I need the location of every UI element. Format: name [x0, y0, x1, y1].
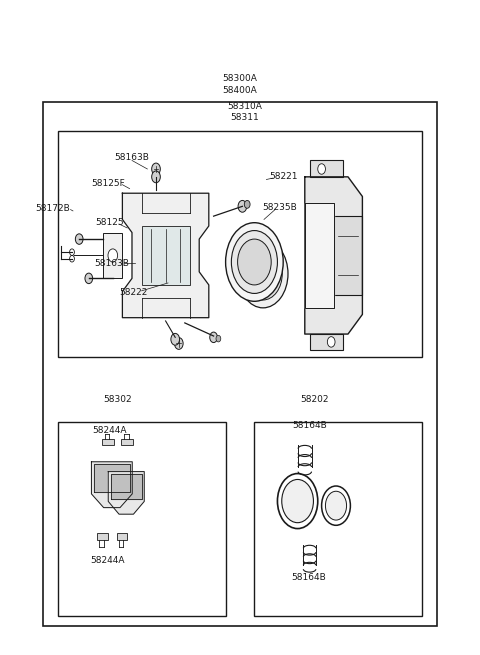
- Circle shape: [152, 171, 160, 183]
- Polygon shape: [94, 464, 130, 492]
- Circle shape: [238, 240, 288, 308]
- Text: 58300A: 58300A: [223, 74, 257, 83]
- Polygon shape: [122, 193, 209, 318]
- Text: 58400A: 58400A: [223, 86, 257, 95]
- Circle shape: [226, 223, 283, 301]
- Circle shape: [216, 335, 221, 342]
- Bar: [58, 422, 226, 616]
- Bar: [310, 160, 343, 177]
- Bar: [102, 439, 114, 445]
- Circle shape: [171, 333, 180, 345]
- Circle shape: [325, 491, 347, 520]
- Bar: [103, 233, 122, 278]
- Text: 58235B: 58235B: [263, 203, 297, 212]
- Circle shape: [244, 200, 250, 208]
- Text: 58302: 58302: [103, 395, 132, 404]
- Polygon shape: [91, 462, 132, 508]
- Bar: [310, 334, 343, 350]
- Bar: [121, 439, 133, 445]
- Circle shape: [244, 248, 282, 300]
- Text: 58172B: 58172B: [35, 204, 70, 213]
- Text: 58244A: 58244A: [92, 426, 127, 436]
- Bar: [117, 533, 127, 540]
- Text: 58202: 58202: [300, 395, 329, 404]
- Circle shape: [85, 273, 93, 284]
- Bar: [58, 131, 422, 357]
- Circle shape: [327, 337, 335, 347]
- Bar: [97, 533, 108, 540]
- Text: 58311: 58311: [230, 113, 259, 122]
- Circle shape: [75, 234, 83, 244]
- Circle shape: [174, 337, 183, 349]
- Text: 58310A: 58310A: [228, 102, 262, 111]
- Polygon shape: [305, 177, 362, 334]
- Text: 58222: 58222: [119, 288, 148, 297]
- Circle shape: [210, 332, 217, 343]
- Bar: [334, 216, 362, 295]
- Circle shape: [238, 239, 271, 285]
- Polygon shape: [305, 203, 334, 308]
- Bar: [142, 226, 190, 285]
- Bar: [254, 422, 422, 616]
- Bar: [43, 102, 437, 626]
- Text: 58163B: 58163B: [115, 153, 149, 162]
- Text: 58164B: 58164B: [292, 421, 327, 430]
- Circle shape: [108, 249, 118, 262]
- Text: 58164B: 58164B: [291, 573, 326, 582]
- Circle shape: [282, 479, 313, 523]
- Circle shape: [231, 231, 277, 293]
- Text: 58125: 58125: [95, 218, 124, 227]
- Polygon shape: [108, 472, 144, 514]
- Text: 58163B: 58163B: [94, 259, 129, 269]
- Polygon shape: [110, 474, 142, 499]
- Text: 58221: 58221: [269, 172, 298, 181]
- Text: 58125F: 58125F: [91, 179, 125, 188]
- Circle shape: [238, 200, 247, 212]
- Circle shape: [318, 164, 325, 174]
- Circle shape: [152, 163, 160, 175]
- Text: 58244A: 58244A: [90, 555, 124, 565]
